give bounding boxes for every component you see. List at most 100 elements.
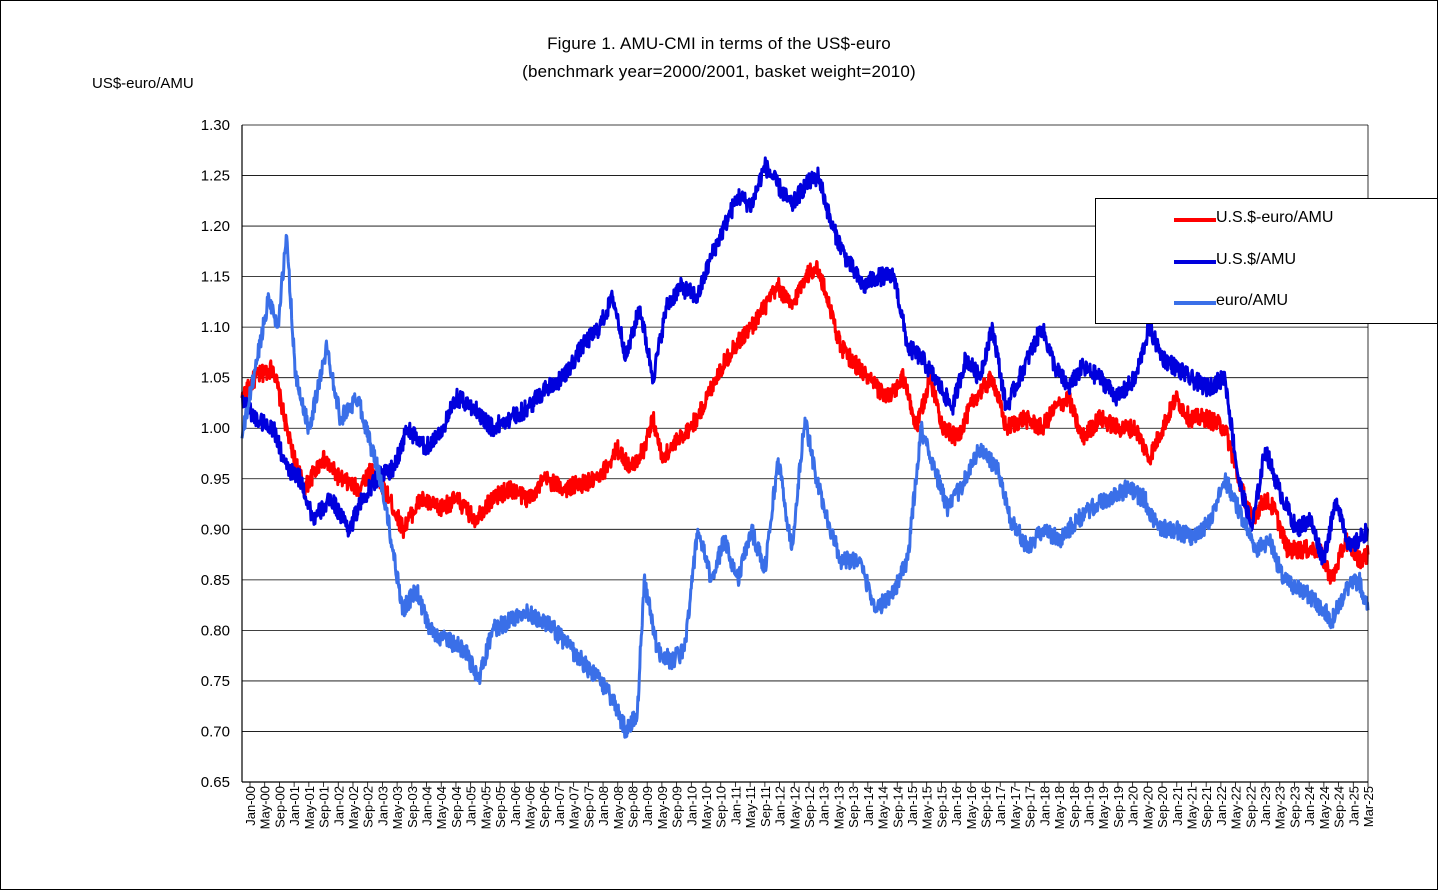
x-tick-label: May-08 xyxy=(611,786,626,829)
x-tick-label: Sep-01 xyxy=(317,786,332,828)
x-tick-label: May-09 xyxy=(655,786,670,829)
x-tick-label: Jan-25 xyxy=(1346,786,1361,826)
x-tick-label: May-02 xyxy=(346,786,361,829)
x-tick-label: May-24 xyxy=(1317,786,1332,829)
legend-swatch-usd xyxy=(1174,260,1216,264)
x-tick-label: May-19 xyxy=(1096,786,1111,829)
x-tick-label: Sep-12 xyxy=(802,786,817,828)
x-tick-label: Sep-06 xyxy=(537,786,552,828)
x-tick-label: May-01 xyxy=(302,786,317,829)
x-tick-label: May-15 xyxy=(920,786,935,829)
x-tick-label: Jan-01 xyxy=(287,786,302,826)
x-tick-label: May-03 xyxy=(390,786,405,829)
x-tick-label: Sep-20 xyxy=(1155,786,1170,828)
x-tick-label: Sep-11 xyxy=(758,786,773,827)
x-tick-label: Jan-05 xyxy=(464,786,479,826)
x-tick-label: Sep-08 xyxy=(625,786,640,828)
y-tick-label: 0.90 xyxy=(201,521,230,538)
legend-label-usd: U.S.$/AMU xyxy=(1216,251,1297,268)
x-tick-label: Jan-06 xyxy=(508,786,523,826)
x-tick-label: May-17 xyxy=(1008,786,1023,829)
x-tick-label: Sep-18 xyxy=(1067,786,1082,828)
x-tick-label: Jan-20 xyxy=(1126,786,1141,826)
x-tick-label: Jan-19 xyxy=(1082,786,1097,826)
x-tick-label: Sep-00 xyxy=(272,786,287,828)
legend: U.S.$-euro/AMU U.S.$/AMU euro/AMU xyxy=(1095,198,1438,324)
y-tick-label: 0.85 xyxy=(201,572,230,589)
y-tick-label: 1.05 xyxy=(201,370,230,387)
x-tick-label: Sep-14 xyxy=(890,786,905,828)
legend-swatch-euro xyxy=(1174,301,1216,305)
x-tick-label: Sep-21 xyxy=(1199,786,1214,828)
x-tick-label: Jan-14 xyxy=(861,786,876,826)
y-tick-label: 0.95 xyxy=(201,471,230,488)
x-tick-label: Jan-22 xyxy=(1214,786,1229,826)
x-tick-label: Sep-24 xyxy=(1332,786,1347,828)
x-tick-label: Sep-04 xyxy=(449,786,464,828)
x-tick-label: May-22 xyxy=(1229,786,1244,829)
x-tick-label: May-18 xyxy=(1052,786,1067,829)
series-lines xyxy=(240,156,1370,739)
y-tick-label: 1.00 xyxy=(201,420,230,437)
x-tick-label: May-13 xyxy=(831,786,846,829)
x-tick-label: Jan-21 xyxy=(1170,786,1185,826)
x-tick-label: Jan-24 xyxy=(1302,786,1317,826)
x-tick-label: Jan-12 xyxy=(773,786,788,826)
x-tick-label: May-23 xyxy=(1273,786,1288,829)
x-tick-label: Sep-07 xyxy=(581,786,596,828)
x-tick-label: May-06 xyxy=(523,786,538,829)
x-tick-label: Jan-13 xyxy=(817,786,832,826)
y-tick-label: 1.20 xyxy=(201,218,230,235)
y-tick-label: 1.10 xyxy=(201,319,230,336)
x-tick-label: Jan-03 xyxy=(375,786,390,826)
x-tick-label: May-21 xyxy=(1184,786,1199,829)
x-tick-label: May-10 xyxy=(699,786,714,829)
x-tick-label: Sep-05 xyxy=(493,786,508,828)
legend-label-usd-euro: U.S.$-euro/AMU xyxy=(1216,209,1334,226)
x-tick-label: Jan-23 xyxy=(1258,786,1273,826)
x-tick-label: Jan-15 xyxy=(905,786,920,826)
chart-title: Figure 1. AMU-CMI in terms of the US$-eu… xyxy=(547,34,891,53)
x-tick-label: May-12 xyxy=(787,786,802,829)
x-tick-label: Jan-17 xyxy=(993,786,1008,826)
x-tick-label: Sep-22 xyxy=(1243,786,1258,828)
y-tick-labels: 1.30 1.25 1.20 1.15 1.10 1.05 1.00 0.95 0.90 0.85… xyxy=(201,117,230,791)
x-tick-label: Sep-17 xyxy=(1023,786,1038,828)
x-tick-label: Jan-04 xyxy=(420,786,435,826)
x-tick-label: Sep-03 xyxy=(405,786,420,828)
x-tick-label: Mar-25 xyxy=(1361,786,1376,827)
x-tick-label: Sep-10 xyxy=(714,786,729,828)
x-tick-label: Sep-09 xyxy=(670,786,685,828)
x-tick-label: Jan-10 xyxy=(684,786,699,826)
y-tick-label: 0.65 xyxy=(201,774,230,791)
x-tick-label: May-00 xyxy=(258,786,273,829)
x-tick-label: Jan-18 xyxy=(1037,786,1052,826)
y-tick-label: 0.75 xyxy=(201,673,230,690)
y-axis-label: US$-euro/AMU xyxy=(92,75,194,92)
legend-label-euro: euro/AMU xyxy=(1216,292,1289,309)
x-tick-label: May-07 xyxy=(567,786,582,829)
x-tick-label: May-11 xyxy=(743,786,758,828)
series-line-2 xyxy=(240,233,1370,739)
y-tick-label: 1.25 xyxy=(201,168,230,185)
x-tick-label: Jan-09 xyxy=(640,786,655,826)
chart-subtitle: (benchmark year=2000/2001, basket weight… xyxy=(522,62,916,81)
x-tick-label: Sep-15 xyxy=(934,786,949,828)
y-tick-label: 0.70 xyxy=(201,723,230,740)
x-tick-label: May-04 xyxy=(434,786,449,829)
x-tick-label: May-20 xyxy=(1140,786,1155,829)
x-tick-label: Jan-16 xyxy=(949,786,964,826)
x-tick-label: Jan-11 xyxy=(728,786,743,825)
series-line-0 xyxy=(240,260,1370,585)
x-tick-label: May-14 xyxy=(876,786,891,829)
x-tick-labels: Jan-00 May-00 Sep-00 Jan-01 May-01 Sep-01 Jan-… xyxy=(243,782,1376,829)
x-tick-label: May-16 xyxy=(964,786,979,829)
x-tick-label: Sep-13 xyxy=(846,786,861,828)
x-tick-label: Jan-08 xyxy=(596,786,611,826)
y-tick-label: 1.15 xyxy=(201,269,230,286)
y-tick-label: 1.30 xyxy=(201,117,230,134)
x-tick-label: Jan-00 xyxy=(243,786,258,826)
x-tick-label: Jan-02 xyxy=(331,786,346,826)
